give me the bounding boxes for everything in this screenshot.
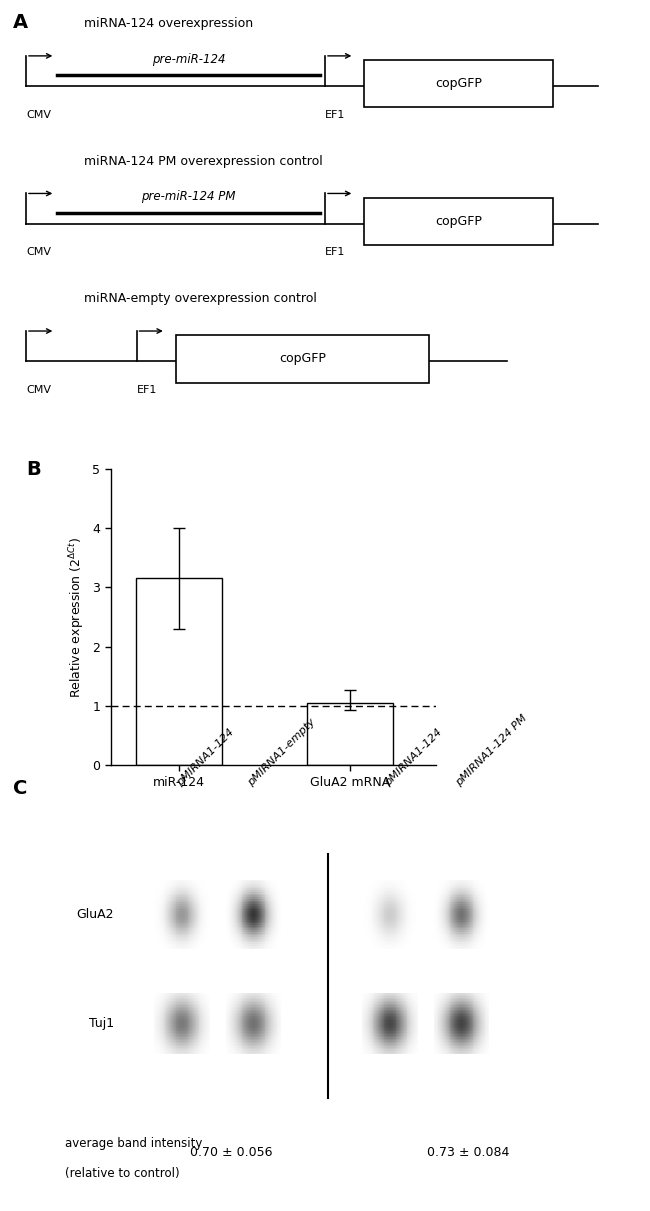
Text: CMV: CMV xyxy=(26,110,51,120)
Text: copGFP: copGFP xyxy=(435,78,482,91)
Text: pMIRNA1-124: pMIRNA1-124 xyxy=(383,727,444,788)
Text: C: C xyxy=(13,780,27,798)
Text: copGFP: copGFP xyxy=(435,214,482,228)
Text: EF1: EF1 xyxy=(325,110,345,120)
Text: A: A xyxy=(13,13,28,31)
Bar xyxy=(364,61,552,108)
Bar xyxy=(364,197,552,245)
Text: miRNA-124 overexpression: miRNA-124 overexpression xyxy=(84,17,254,30)
Text: EF1: EF1 xyxy=(136,385,157,395)
Text: CMV: CMV xyxy=(26,385,51,395)
Text: copGFP: copGFP xyxy=(279,352,326,366)
Bar xyxy=(307,704,393,765)
Text: pMIRNA1-empty: pMIRNA1-empty xyxy=(246,717,318,788)
Text: pre-miR-124: pre-miR-124 xyxy=(151,53,226,65)
Text: 0.70 ± 0.056: 0.70 ± 0.056 xyxy=(190,1146,272,1159)
Text: GluA2: GluA2 xyxy=(76,908,114,922)
Text: pMIRNA1-124: pMIRNA1-124 xyxy=(175,727,236,788)
Bar xyxy=(176,335,429,383)
Text: pre-miR-124 PM: pre-miR-124 PM xyxy=(141,190,236,203)
Text: (relative to control): (relative to control) xyxy=(65,1167,179,1181)
Text: pMIRNA1-124 PM: pMIRNA1-124 PM xyxy=(454,713,530,788)
Text: miRNA-124 PM overexpression control: miRNA-124 PM overexpression control xyxy=(84,155,323,167)
Text: average band intensity: average band intensity xyxy=(65,1137,202,1150)
Bar xyxy=(136,579,222,765)
Text: Tuj1: Tuj1 xyxy=(88,1017,114,1031)
Text: CMV: CMV xyxy=(26,247,51,257)
Text: 0.73 ± 0.084: 0.73 ± 0.084 xyxy=(427,1146,509,1159)
Text: EF1: EF1 xyxy=(325,247,345,257)
Text: B: B xyxy=(26,460,41,480)
Y-axis label: Relative expression (2$^{\Delta Ct}$): Relative expression (2$^{\Delta Ct}$) xyxy=(67,536,86,698)
Text: miRNA-empty overexpression control: miRNA-empty overexpression control xyxy=(84,292,317,305)
